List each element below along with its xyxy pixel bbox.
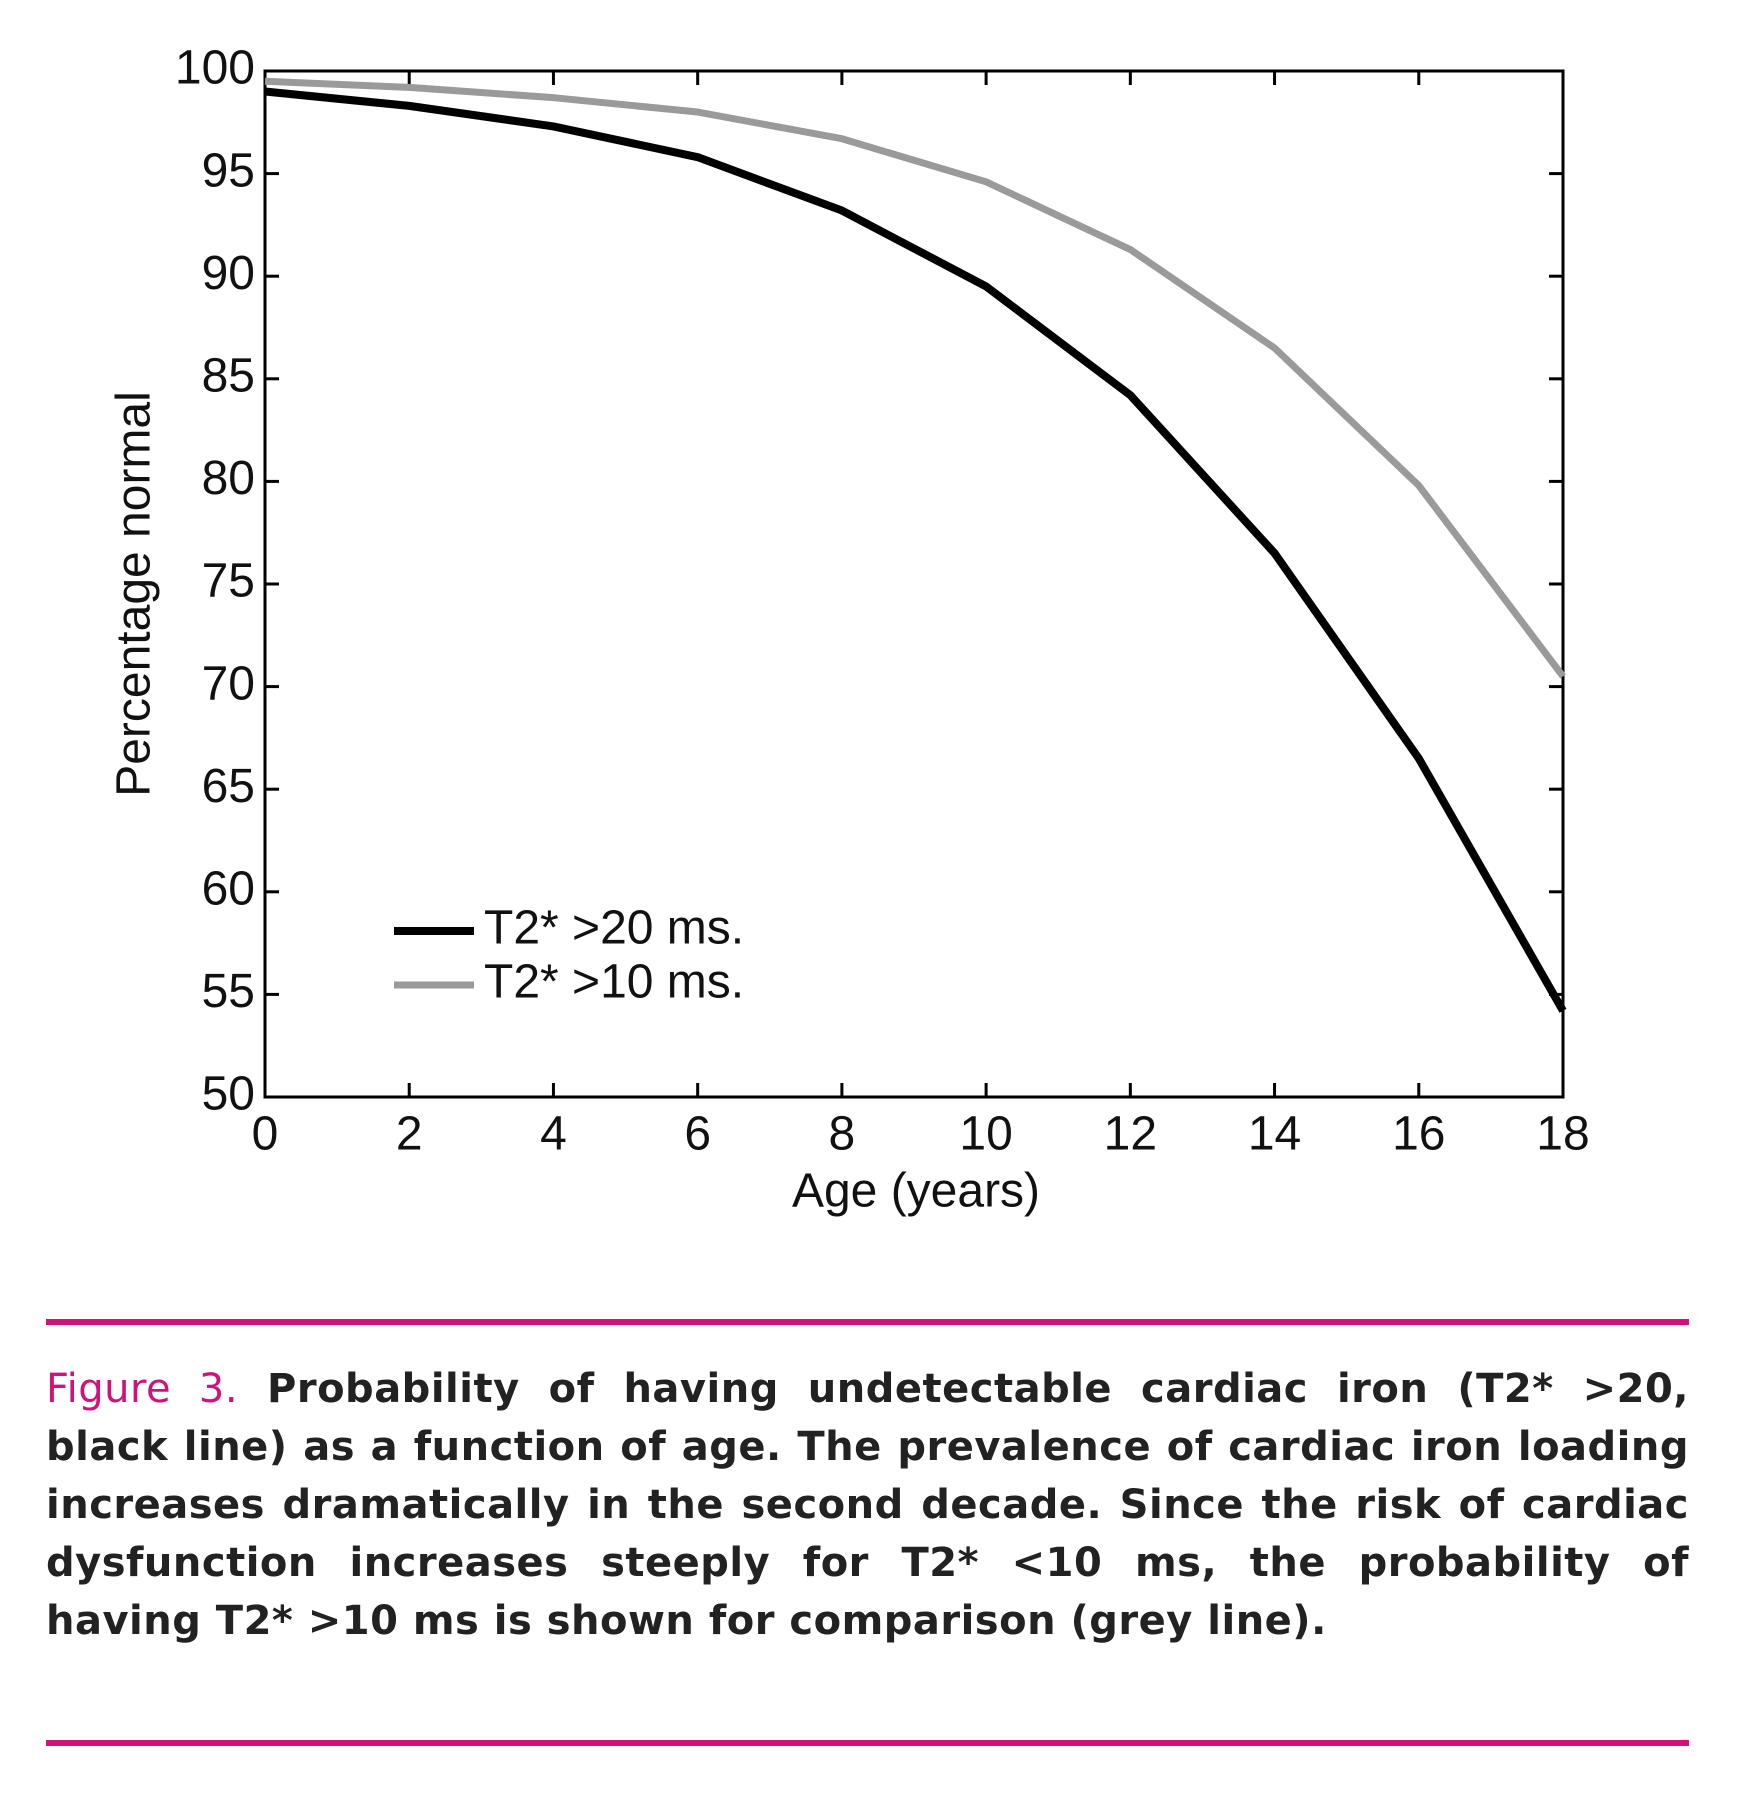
y-tick-label: 65 bbox=[202, 760, 255, 813]
x-tick-label: 6 bbox=[684, 1108, 711, 1161]
x-tick-label: 16 bbox=[1392, 1108, 1445, 1161]
x-tick-label: 2 bbox=[396, 1108, 423, 1161]
y-axis-label: Percentage normal bbox=[108, 391, 161, 797]
rule bbox=[46, 1319, 1689, 1325]
plot-frame bbox=[263, 69, 1565, 1099]
data-line bbox=[264, 77, 1566, 679]
rule bbox=[46, 1740, 1689, 1746]
x-tick-label: 18 bbox=[1536, 1108, 1589, 1161]
caption: Figure 3. Probability of having undetect… bbox=[46, 1360, 1689, 1650]
x-tick-label: 12 bbox=[1104, 1108, 1157, 1161]
x-tick-label: 8 bbox=[829, 1108, 856, 1161]
y-tick-label: 85 bbox=[202, 349, 255, 402]
caption-text: Probability of having undetectable cardi… bbox=[46, 1366, 1689, 1644]
y-tick-label: 75 bbox=[202, 555, 255, 608]
x-tick-label: 14 bbox=[1248, 1108, 1301, 1161]
y-tick-label: 100 bbox=[175, 42, 255, 95]
x-tick-label: 10 bbox=[959, 1108, 1012, 1161]
chart: Age (years) Percentage normal 5055606570… bbox=[108, 42, 1590, 1218]
y-tick-label: 50 bbox=[202, 1068, 255, 1121]
data-line bbox=[264, 87, 1567, 1013]
x-axis-label: Age (years) bbox=[792, 1165, 1040, 1218]
y-tick-label: 90 bbox=[202, 247, 255, 300]
caption-label: Figure 3. bbox=[46, 1366, 239, 1412]
y-tick-label: 60 bbox=[202, 862, 255, 915]
y-tick-label: 70 bbox=[202, 657, 255, 710]
y-tick-label: 95 bbox=[202, 144, 255, 197]
x-tick-label: 4 bbox=[540, 1108, 567, 1161]
legend-label: T2* >20 ms. bbox=[484, 902, 744, 955]
y-tick-label: 55 bbox=[202, 965, 255, 1018]
y-tick-label: 80 bbox=[202, 452, 255, 505]
x-tick-label: 0 bbox=[252, 1108, 279, 1161]
legend-label: T2* >10 ms. bbox=[484, 956, 744, 1009]
